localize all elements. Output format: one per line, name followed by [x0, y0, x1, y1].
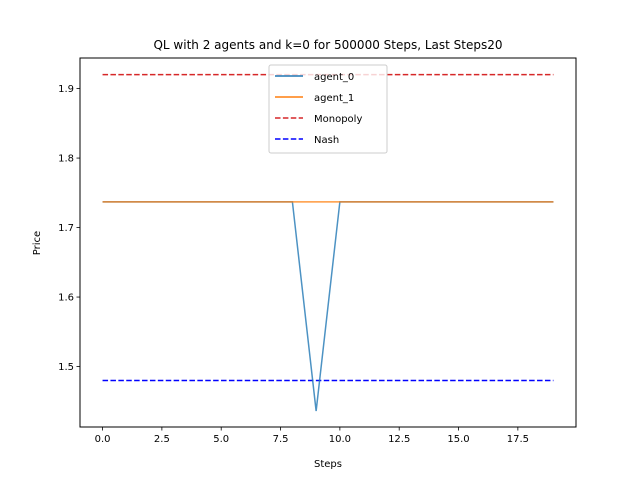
x-tick-label: 5.0	[213, 434, 229, 445]
x-tick-label: 10.0	[329, 434, 351, 445]
y-tick-label: 1.5	[58, 362, 74, 373]
legend-label-agent_0: agent_0	[314, 72, 354, 83]
x-tick-label: 7.5	[273, 434, 289, 445]
y-tick-label: 1.8	[58, 154, 74, 165]
plot-area-frame	[79, 57, 577, 428]
legend-label-monopoly: Monopoly	[314, 114, 362, 125]
x-tick-label: 0.0	[95, 434, 111, 445]
x-tick-label: 17.5	[507, 434, 529, 445]
y-tick-label: 1.6	[58, 293, 74, 304]
legend-box	[268, 64, 388, 154]
y-axis-ticks: 1.5 1.6 1.7 1.8 1.9	[58, 84, 80, 373]
x-tick-label: 12.5	[388, 434, 410, 445]
y-tick-label: 1.7	[58, 223, 74, 234]
chart-title: QL with 2 agents and k=0 for 500000 Step…	[153, 38, 502, 52]
plot-lines	[102, 73, 554, 412]
x-axis-ticks: 0.0 2.5 5.0 7.5 10.0 12.5 15.0 17.5	[95, 427, 529, 445]
x-tick-label: 2.5	[154, 434, 170, 445]
x-axis-label: Steps	[314, 459, 342, 470]
legend-label-nash: Nash	[314, 135, 339, 146]
y-tick-label: 1.9	[58, 84, 74, 95]
legend: agent_0 agent_1 Monopoly Nash	[268, 64, 388, 154]
legend-label-agent_1: agent_1	[314, 93, 354, 104]
y-axis-label: Price	[32, 231, 43, 255]
x-tick-label: 15.0	[447, 434, 469, 445]
